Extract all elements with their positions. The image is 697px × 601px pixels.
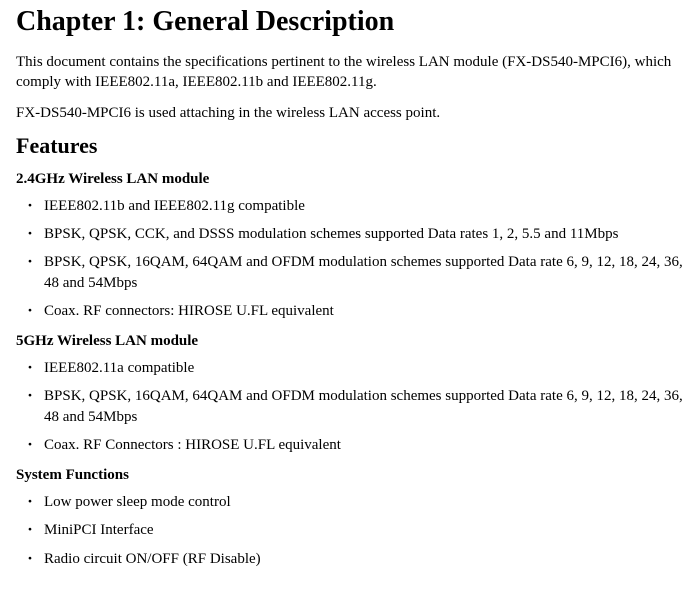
section-heading-24ghz: 2.4GHz Wireless LAN module (16, 171, 687, 188)
list-item: ・ MiniPCI Interface (16, 520, 687, 540)
list-item-text: BPSK, QPSK, 16QAM, 64QAM and OFDM modula… (44, 386, 687, 427)
bullet-list-24ghz: ・ IEEE802.11b and IEEE802.11g compatible… (16, 196, 687, 321)
list-item-text: Coax. RF connectors: HIROSE U.FL equival… (44, 301, 687, 321)
list-item: ・ BPSK, QPSK, 16QAM, 64QAM and OFDM modu… (16, 252, 687, 293)
section-heading-5ghz: 5GHz Wireless LAN module (16, 333, 687, 350)
list-item-text: Coax. RF Connectors : HIROSE U.FL equiva… (44, 435, 687, 455)
bullet-icon: ・ (16, 520, 44, 539)
list-item: ・ IEEE802.11a compatible (16, 358, 687, 378)
features-heading: Features (16, 133, 687, 159)
list-item: ・ BPSK, QPSK, 16QAM, 64QAM and OFDM modu… (16, 386, 687, 427)
list-item-text: Radio circuit ON/OFF (RF Disable) (44, 549, 687, 569)
intro-paragraph-2: FX-DS540-MPCI6 is used attaching in the … (16, 103, 687, 123)
list-item: ・ BPSK, QPSK, CCK, and DSSS modulation s… (16, 224, 687, 244)
chapter-title: Chapter 1: General Description (16, 6, 687, 38)
bullet-icon: ・ (16, 301, 44, 320)
list-item-text: IEEE802.11b and IEEE802.11g compatible (44, 196, 687, 216)
bullet-list-system: ・ Low power sleep mode control ・ MiniPCI… (16, 492, 687, 569)
list-item-text: BPSK, QPSK, 16QAM, 64QAM and OFDM modula… (44, 252, 687, 293)
bullet-list-5ghz: ・ IEEE802.11a compatible ・ BPSK, QPSK, 1… (16, 358, 687, 455)
bullet-icon: ・ (16, 492, 44, 511)
list-item: ・ IEEE802.11b and IEEE802.11g compatible (16, 196, 687, 216)
bullet-icon: ・ (16, 358, 44, 377)
bullet-icon: ・ (16, 224, 44, 243)
bullet-icon: ・ (16, 196, 44, 215)
list-item: ・ Radio circuit ON/OFF (RF Disable) (16, 549, 687, 569)
list-item-text: MiniPCI Interface (44, 520, 687, 540)
section-heading-system: System Functions (16, 467, 687, 484)
bullet-icon: ・ (16, 386, 44, 405)
list-item: ・ Coax. RF Connectors : HIROSE U.FL equi… (16, 435, 687, 455)
list-item-text: BPSK, QPSK, CCK, and DSSS modulation sch… (44, 224, 687, 244)
document-page: Chapter 1: General Description This docu… (0, 0, 697, 601)
bullet-icon: ・ (16, 435, 44, 454)
list-item-text: IEEE802.11a compatible (44, 358, 687, 378)
bullet-icon: ・ (16, 549, 44, 568)
list-item: ・ Coax. RF connectors: HIROSE U.FL equiv… (16, 301, 687, 321)
intro-paragraph-1: This document contains the specification… (16, 52, 687, 93)
list-item: ・ Low power sleep mode control (16, 492, 687, 512)
list-item-text: Low power sleep mode control (44, 492, 687, 512)
bullet-icon: ・ (16, 252, 44, 271)
